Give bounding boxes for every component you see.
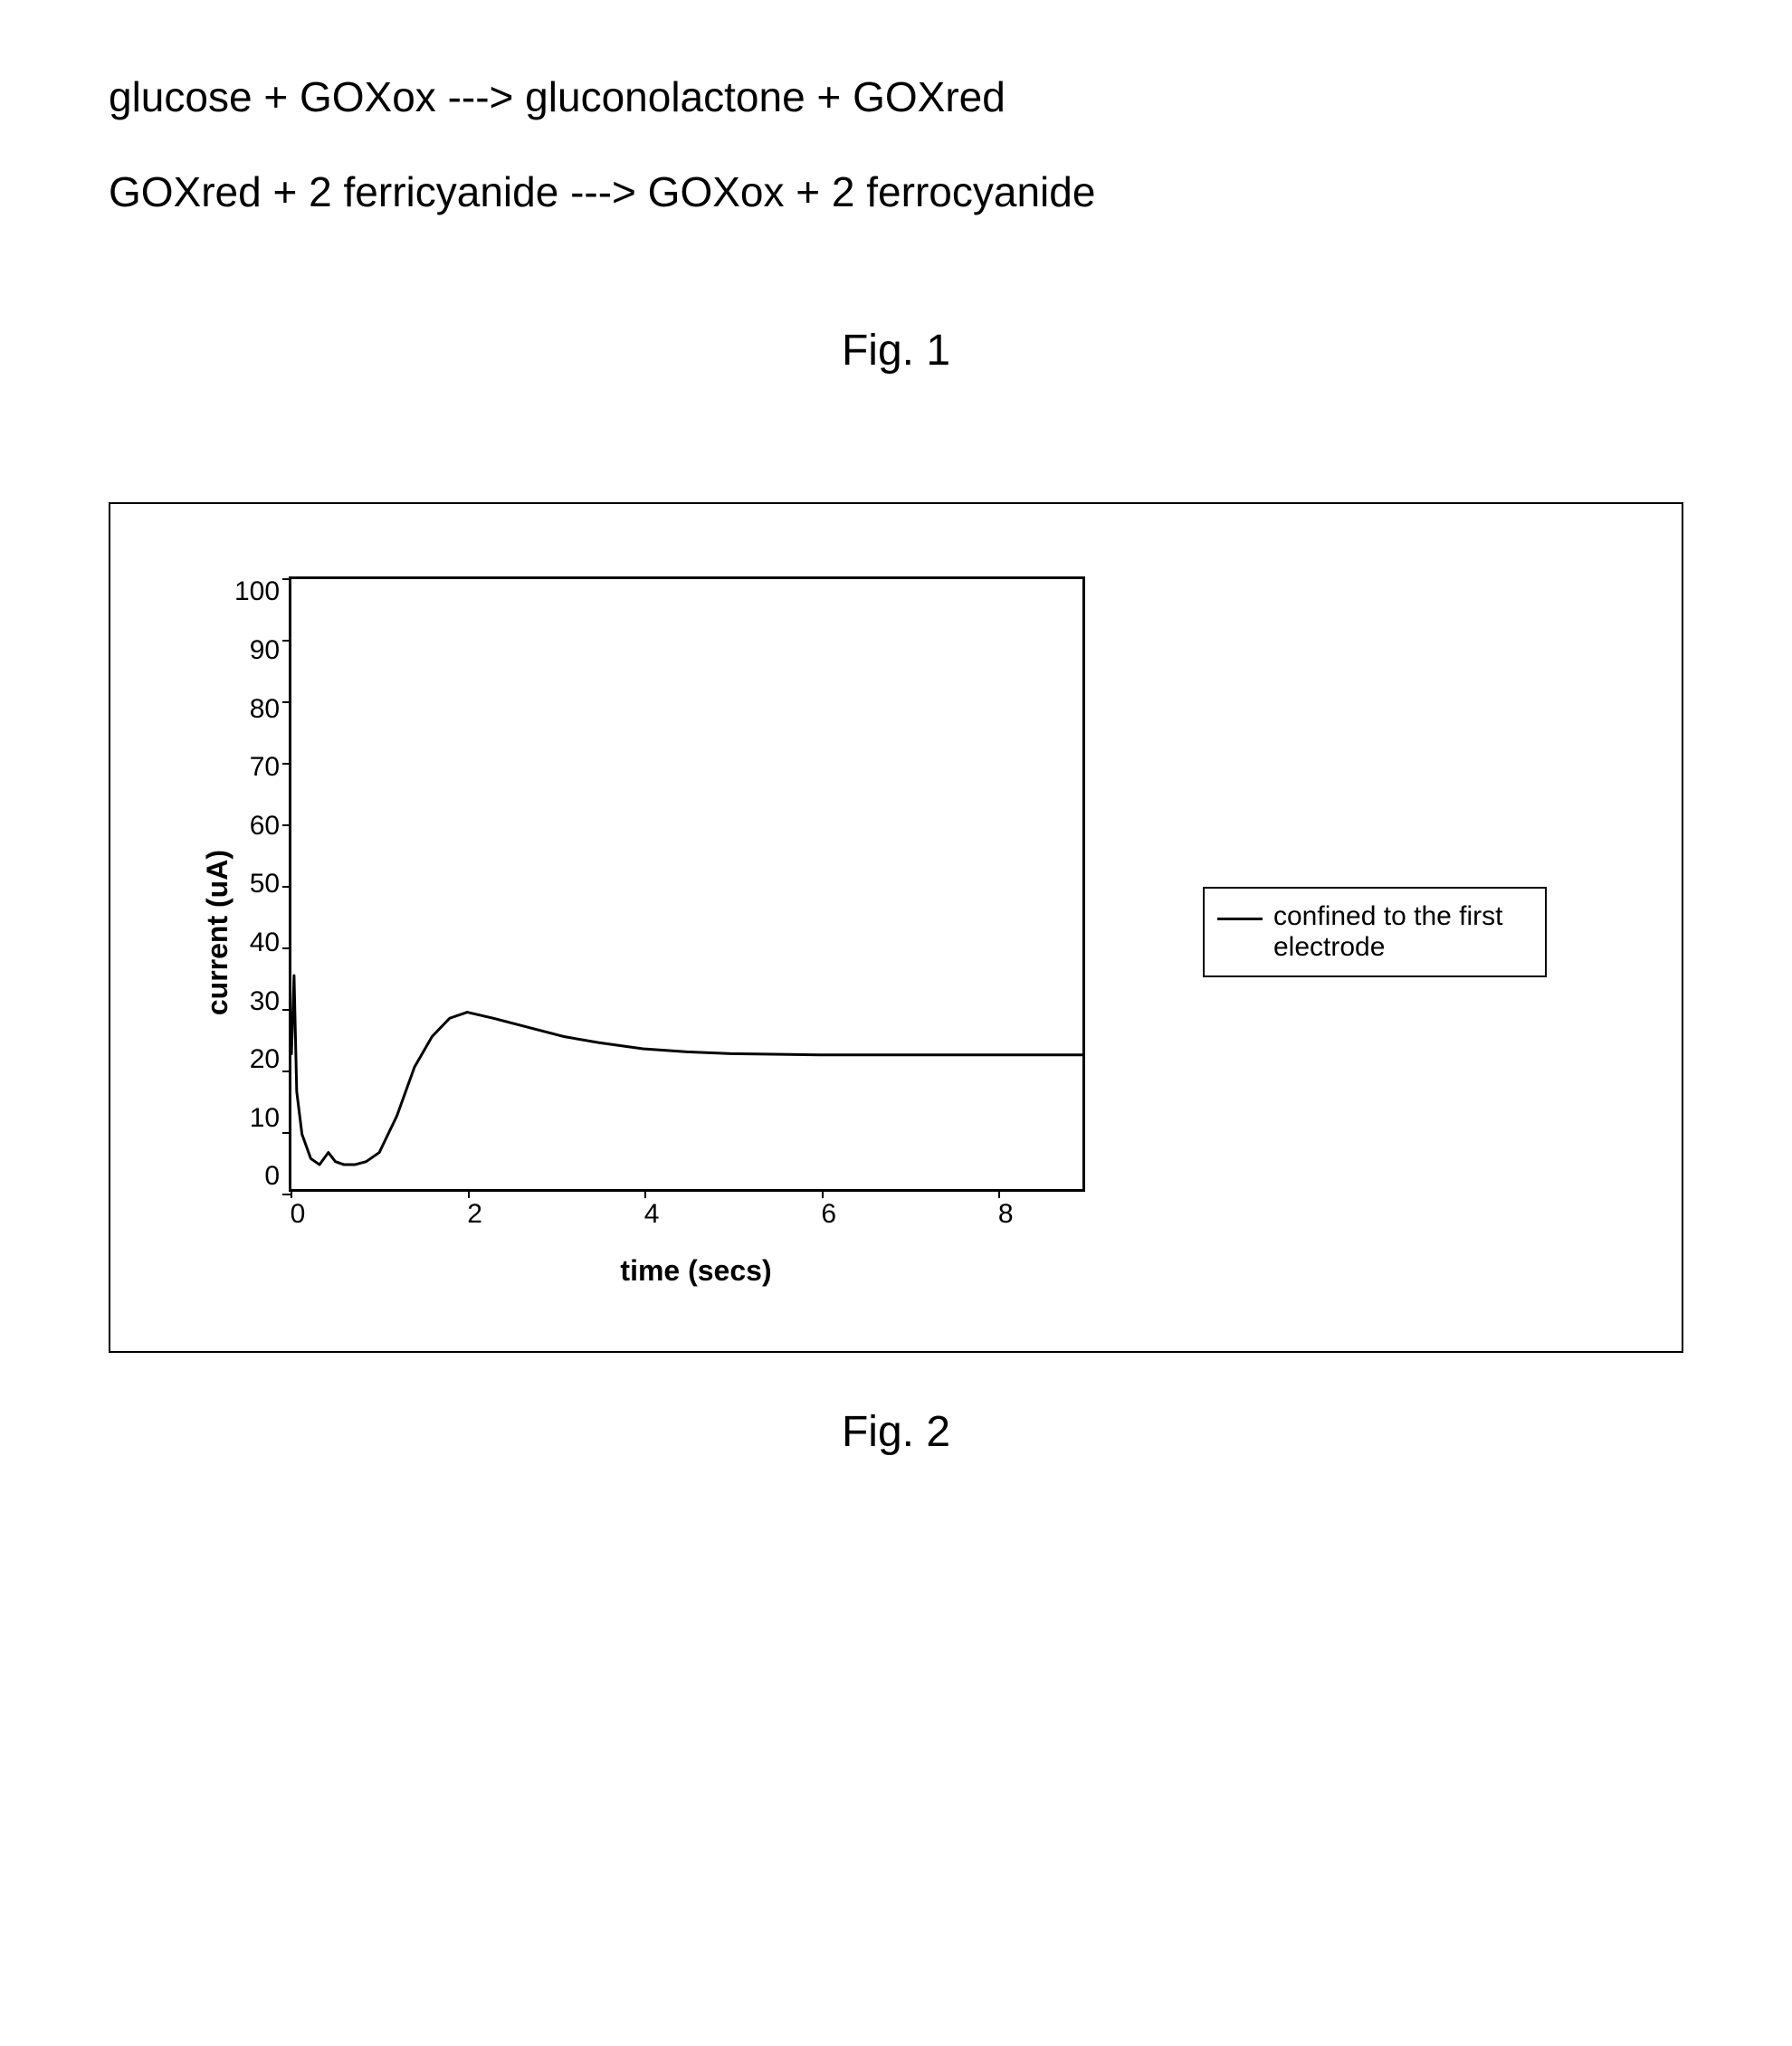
equation-2: GOXred + 2 ferricyanide ---> GOXox + 2 f… xyxy=(109,167,1683,217)
chart-y-ticks: 1009080706050403020100 xyxy=(234,576,289,1192)
chart-x-axis-label: time (secs) xyxy=(298,1254,1094,1288)
y-tick-label: 100 xyxy=(234,576,280,607)
equation-1: glucose + GOXox ---> gluconolactone + GO… xyxy=(109,72,1683,122)
figure-2-caption: Fig. 2 xyxy=(109,1407,1683,1457)
y-tick-label: 50 xyxy=(250,869,280,899)
x-tick-label: 4 xyxy=(644,1199,660,1230)
y-tick-label: 0 xyxy=(264,1161,280,1192)
y-tick-label: 30 xyxy=(250,986,280,1017)
chart-legend: confined to the first electrode xyxy=(1203,887,1547,977)
legend-label: confined to the first electrode xyxy=(1273,901,1529,963)
chart-container: current (uA) 1009080706050403020100 0246… xyxy=(109,502,1683,1353)
y-tick-label: 70 xyxy=(250,752,280,783)
y-tick-label: 60 xyxy=(250,811,280,842)
y-tick-label: 80 xyxy=(250,694,280,725)
chart-plot-area xyxy=(289,576,1085,1192)
y-tick-label: 40 xyxy=(250,928,280,958)
chart-series-line xyxy=(291,975,1082,1165)
legend-line-icon xyxy=(1217,918,1263,920)
chart-y-axis-label: current (uA) xyxy=(201,850,234,1015)
x-tick-label: 2 xyxy=(467,1199,482,1230)
x-tick-label: 6 xyxy=(821,1199,836,1230)
figure-1-caption: Fig. 1 xyxy=(109,326,1683,376)
x-tick-label: 8 xyxy=(998,1199,1014,1230)
y-tick-label: 20 xyxy=(250,1044,280,1075)
equations-block: glucose + GOXox ---> gluconolactone + GO… xyxy=(109,72,1683,217)
chart-x-ticks: 02468 xyxy=(298,1199,1094,1232)
x-tick-label: 0 xyxy=(291,1199,306,1230)
y-tick-label: 10 xyxy=(250,1103,280,1134)
y-tick-label: 90 xyxy=(250,635,280,666)
